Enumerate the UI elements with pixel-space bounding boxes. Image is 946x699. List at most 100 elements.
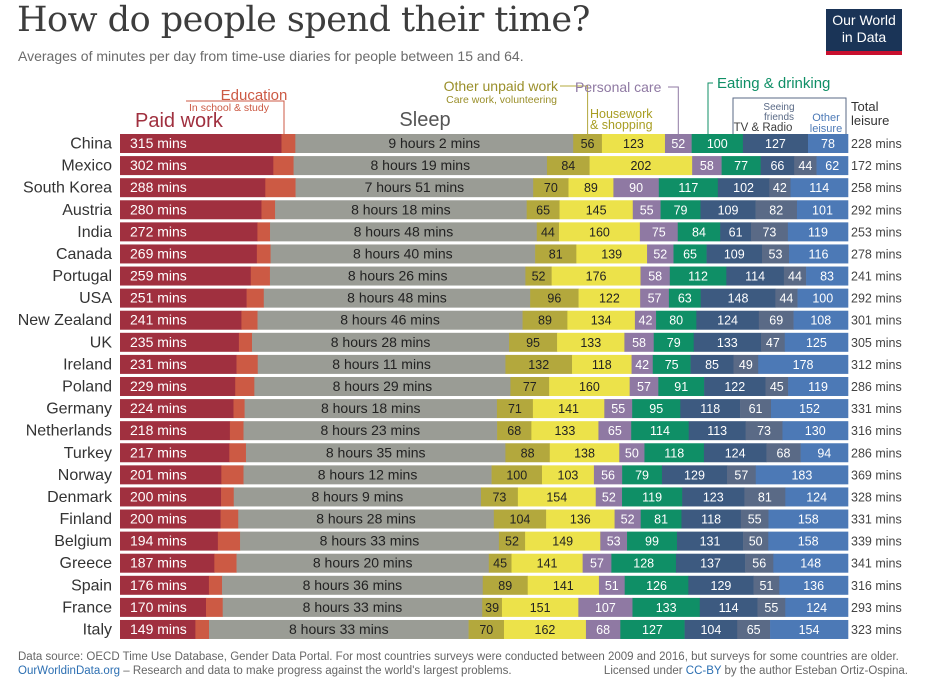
value-label-personal-care-usa: 57 (648, 292, 662, 306)
bar-education-mexico (273, 156, 294, 176)
bar-other-unpaid-work-austria (526, 200, 560, 220)
bar-seeing-friends-india (751, 222, 789, 242)
bar-paid-work-india (120, 222, 258, 242)
value-label-other-unpaid-work-spain: 89 (498, 579, 512, 593)
country-label-portugal: Portugal (52, 268, 112, 285)
value-label-tv-radio-norway: 129 (684, 468, 705, 482)
value-label-other-leisure-greece: 148 (800, 557, 821, 571)
total-leisure-mexico: 172 mins (851, 159, 902, 173)
value-label-housework-new-zealand: 134 (591, 314, 612, 328)
total-leisure-spain: 316 mins (851, 579, 902, 593)
bar-education-italy (195, 619, 210, 639)
owid-logo[interactable]: Our World in Data (826, 9, 902, 55)
bar-tv-radio-poland (704, 376, 766, 396)
bar-tv-radio-italy (684, 619, 738, 639)
bar-eating-drinking-india (677, 222, 721, 242)
value-label-tv-radio-canada: 109 (724, 247, 745, 261)
bar-other-unpaid-work-uk (509, 332, 558, 352)
bar-housework-netherlands (531, 421, 599, 441)
bar-education-ireland (236, 354, 259, 374)
bar-sleep-ireland (257, 354, 506, 374)
footer-source: Data source: OECD Time Use Database, Gen… (18, 651, 899, 663)
bar-housework-uk (557, 332, 625, 352)
bar-other-leisure-usa (797, 288, 849, 308)
bar-eating-drinking-canada (673, 244, 707, 264)
bar-tv-radio-finland (681, 509, 742, 529)
bar-seeing-friends-belgium (743, 531, 769, 551)
bar-eating-drinking-uk (653, 332, 694, 352)
value-label-eating-drinking-china: 100 (707, 137, 728, 151)
bar-housework-france (501, 597, 579, 617)
value-label-eating-drinking-turkey: 118 (664, 446, 684, 460)
bar-sleep-china (295, 134, 574, 153)
bar-housework-germany (532, 399, 605, 419)
value-label-other-unpaid-work-greece: 45 (493, 557, 507, 571)
value-label-eating-drinking-norway: 79 (635, 468, 649, 482)
bar-education-india (257, 222, 271, 242)
bar-tv-radio-turkey (703, 443, 767, 463)
bar-paid-work-uk (120, 332, 240, 352)
value-label-paid-work-canada: 269 mins (130, 245, 187, 261)
bar-sleep-turkey (245, 443, 506, 463)
bar-other-unpaid-work-canada (535, 244, 577, 264)
bar-other-unpaid-work-spain (482, 575, 528, 595)
value-label-seeing-friends-south-korea: 42 (773, 181, 787, 195)
bar-eating-drinking-mexico (721, 156, 761, 176)
value-label-tv-radio-new-zealand: 124 (717, 314, 738, 328)
bar-housework-south-korea (568, 178, 614, 198)
site-link[interactable]: OurWorldinData.org (18, 665, 121, 677)
value-label-tv-radio-germany: 118 (700, 402, 720, 416)
bar-tv-radio-ireland (690, 354, 734, 374)
bar-other-leisure-germany (771, 399, 849, 419)
value-label-personal-care-china: 52 (671, 137, 685, 151)
country-label-uk: UK (90, 334, 113, 351)
bar-paid-work-denmark (120, 487, 222, 507)
total-leisure-canada: 278 mins (851, 247, 902, 261)
value-label-tv-radio-south-korea: 102 (733, 181, 754, 195)
bar-other-unpaid-work-denmark (480, 487, 519, 507)
bar-other-leisure-greece (773, 553, 849, 573)
value-label-tv-radio-netherlands: 113 (707, 424, 727, 438)
value-label-personal-care-poland: 57 (637, 380, 651, 394)
value-label-paid-work-uk: 235 mins (130, 334, 187, 350)
value-label-paid-work-usa: 251 mins (130, 290, 187, 306)
total-leisure-portugal: 241 mins (851, 270, 902, 284)
bar-eating-drinking-denmark (622, 487, 683, 507)
bar-paid-work-turkey (120, 443, 230, 463)
value-label-eating-drinking-canada: 65 (683, 247, 697, 261)
value-label-paid-work-turkey: 217 mins (130, 444, 187, 460)
value-label-other-leisure-denmark: 124 (806, 490, 827, 504)
bar-housework-belgium (525, 531, 601, 551)
value-label-seeing-friends-belgium: 50 (749, 535, 763, 549)
value-label-eating-drinking-usa: 63 (678, 292, 692, 306)
bar-education-netherlands (229, 421, 244, 441)
value-label-tv-radio-usa: 148 (728, 292, 749, 306)
bar-other-leisure-spain (779, 575, 849, 595)
bar-paid-work-south-korea (120, 178, 266, 198)
country-label-mexico: Mexico (61, 158, 112, 175)
bar-tv-radio-netherlands (688, 421, 746, 441)
value-label-seeing-friends-ireland: 49 (739, 358, 753, 372)
license-link[interactable]: CC-BY (685, 665, 722, 677)
value-label-sleep-finland: 8 hours 28 mins (316, 511, 416, 527)
value-label-eating-drinking-finland: 81 (654, 513, 668, 527)
value-label-other-unpaid-work-finland: 104 (510, 513, 531, 527)
value-label-paid-work-portugal: 259 mins (130, 268, 187, 284)
value-label-other-leisure-mexico: 62 (825, 159, 839, 173)
total-leisure-china: 228 mins (851, 137, 902, 151)
value-label-paid-work-netherlands: 218 mins (130, 422, 187, 438)
bar-personal-care-turkey (619, 443, 645, 463)
value-label-eating-drinking-ireland: 75 (665, 358, 679, 372)
bar-eating-drinking-south-korea (658, 178, 719, 198)
bar-other-unpaid-work-poland (510, 376, 550, 396)
bar-education-spain (208, 575, 223, 595)
bar-seeing-friends-netherlands (745, 421, 783, 441)
value-label-sleep-south-korea: 7 hours 51 mins (365, 179, 465, 195)
value-label-seeing-friends-usa: 44 (779, 292, 793, 306)
value-label-paid-work-india: 272 mins (130, 223, 187, 239)
bar-seeing-friends-austria (755, 200, 798, 220)
total-leisure-uk: 305 mins (851, 336, 902, 350)
bar-eating-drinking-finland (640, 509, 682, 529)
value-label-other-leisure-italy: 154 (799, 623, 820, 637)
value-label-sleep-germany: 8 hours 18 mins (321, 400, 421, 416)
